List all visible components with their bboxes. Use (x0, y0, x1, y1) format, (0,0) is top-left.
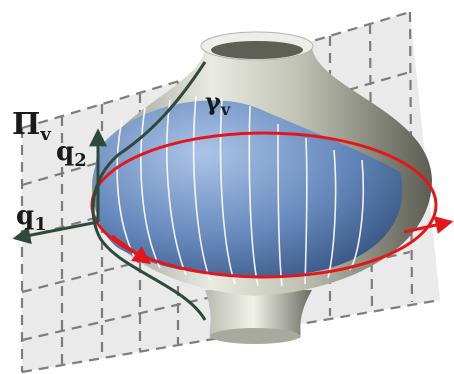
top-opening (211, 41, 303, 59)
label-q2: q2 (56, 137, 87, 171)
curve-gamma-v (91, 61, 207, 321)
meridian-lines (116, 95, 365, 287)
label-q1: q1 (16, 201, 47, 235)
axis-q1 (12, 220, 99, 245)
label-curve: γv (205, 87, 231, 119)
lower-rim (210, 328, 300, 344)
orbit-vector-left (111, 234, 151, 265)
label-plane: Πv (12, 107, 51, 145)
orbit-vector-right (403, 216, 454, 234)
axes (12, 128, 107, 245)
lower-neck (205, 290, 312, 338)
